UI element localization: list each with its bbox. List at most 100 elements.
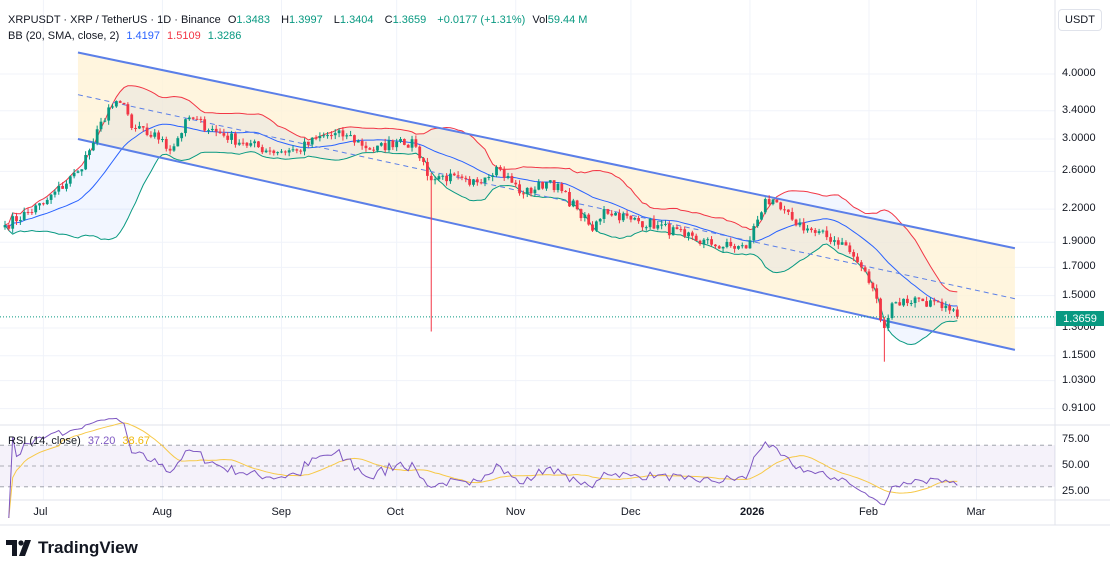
candle-body — [771, 199, 775, 205]
change-value: +0.0177 (+1.31%) — [437, 14, 526, 26]
candle-body — [383, 143, 387, 151]
candle-body — [894, 302, 898, 304]
low-label: L — [333, 14, 340, 26]
candle-body — [794, 219, 798, 226]
candle-body — [483, 177, 487, 183]
candle-body — [310, 137, 314, 145]
candle-body — [687, 232, 690, 237]
candle-body — [349, 135, 352, 137]
time-tick-label: Mar — [966, 506, 986, 518]
channel-lower-line — [77, 138, 1016, 351]
candle-body — [529, 187, 533, 194]
candle-body — [698, 240, 702, 244]
candle-body — [22, 211, 26, 220]
candle-body — [514, 182, 518, 185]
candle-body — [740, 245, 744, 247]
candle-body — [852, 252, 856, 257]
candle-body — [836, 240, 840, 245]
candle-body — [560, 183, 564, 192]
candle-body — [437, 176, 441, 180]
candle-body — [291, 149, 295, 151]
candle-body — [541, 181, 544, 189]
candle-body — [929, 300, 932, 307]
candle-body — [679, 229, 683, 231]
rsi-legend: RSI (14, close) 37.20 38.67 — [8, 435, 154, 447]
rsi-line — [8, 417, 958, 519]
candle-body — [3, 225, 7, 228]
candle-body — [594, 221, 598, 231]
candle-body — [257, 141, 260, 148]
bb-lower-value: 1.3286 — [207, 30, 242, 42]
candle-body — [882, 320, 886, 329]
candle-body — [863, 267, 867, 272]
candle-body — [879, 298, 882, 321]
candle-body — [426, 161, 429, 176]
candle-body — [88, 150, 91, 156]
candle-body — [180, 133, 184, 139]
candle-body — [833, 240, 836, 242]
candle-body — [921, 298, 925, 302]
time-tick-label: 2026 — [739, 506, 765, 518]
candle-body — [376, 145, 379, 151]
candle-body — [648, 218, 652, 228]
candle-body — [518, 184, 521, 194]
candle-body — [660, 224, 664, 226]
candle-body — [760, 212, 763, 220]
candle-body — [898, 302, 902, 306]
open-label: O — [227, 14, 237, 26]
candle-body — [583, 214, 587, 219]
candle-body — [218, 131, 222, 134]
candle-body — [15, 216, 18, 222]
candle-body — [399, 139, 402, 142]
candle-body — [387, 140, 391, 151]
candle-body — [479, 182, 483, 184]
currency-button[interactable]: USDT — [1058, 9, 1102, 31]
candle-body — [418, 146, 422, 159]
candle-body — [280, 151, 283, 153]
bb-upper-line — [4, 85, 958, 293]
candle-body — [875, 288, 879, 299]
candle-body — [303, 141, 306, 152]
candle-body — [867, 271, 871, 283]
candle-body — [810, 228, 813, 231]
time-tick-label: Aug — [152, 506, 173, 518]
candle-body — [222, 133, 226, 136]
candle-body — [234, 133, 237, 145]
bb-lower-line — [4, 150, 958, 346]
candle-body — [717, 246, 721, 249]
channel-mid-line — [77, 94, 1016, 300]
candle-body — [464, 177, 468, 179]
candle-body — [226, 135, 230, 140]
candle-body — [272, 150, 276, 154]
candle-body — [287, 150, 291, 153]
candle-body — [552, 180, 556, 191]
candle-body — [172, 146, 176, 151]
candle-body — [191, 117, 195, 119]
candle-body — [610, 213, 614, 216]
candle-body — [940, 301, 944, 309]
candle-body — [91, 142, 95, 151]
candle-body — [522, 193, 525, 195]
time-tick-label: Nov — [505, 506, 526, 518]
candle-body — [276, 152, 280, 154]
close-value: 1.3659 — [392, 14, 427, 26]
tradingview-logo[interactable]: TradingView — [6, 538, 138, 558]
candle-body — [61, 185, 64, 189]
candle-body — [372, 149, 376, 151]
candle-body — [318, 135, 322, 139]
price-tick-label: 1.1500 — [1062, 348, 1096, 361]
candle-body — [210, 128, 214, 131]
symbol-title: XRPUSDT · XRP / TetherUS · 1D · Binance — [8, 14, 221, 26]
candle-body — [498, 167, 502, 170]
close-label: C — [384, 14, 393, 26]
candle-body — [533, 189, 537, 194]
candle-body — [706, 239, 710, 241]
candle-body — [890, 303, 894, 318]
candle-body — [353, 135, 356, 143]
price-tick-label: 2.2000 — [1062, 202, 1096, 215]
candle-body — [95, 129, 99, 143]
rsi-ma-line — [8, 422, 958, 519]
candle-body — [767, 199, 771, 205]
channel-upper-line — [77, 51, 1016, 250]
